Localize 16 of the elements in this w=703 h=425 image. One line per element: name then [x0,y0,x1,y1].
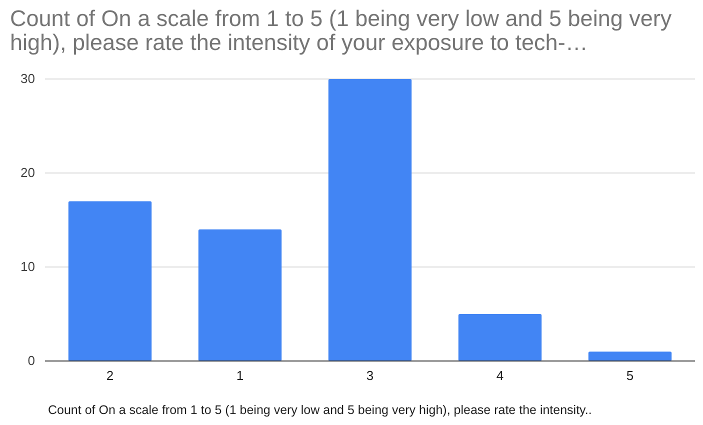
x-axis-title: Count of On a scale from 1 to 5 (1 being very low and 5 being very high), please rate the intensity.. [48,403,592,417]
y-tick-label: 10 [20,259,35,274]
y-tick-label: 20 [20,165,35,180]
bar [198,229,282,361]
chart-title: Count of On a scale from 1 to 5 (1 being very low and 5 being very high), please rate the intensity of your exposure to tech-… [10,6,672,55]
x-tick-label: 5 [626,368,634,384]
y-tick-label: 0 [28,353,35,368]
bar [458,314,542,361]
bar [68,201,152,361]
x-tick-label: 4 [496,368,504,384]
x-tick-label: 3 [366,368,374,384]
x-tick-label: 1 [236,368,244,384]
x-tick-label: 2 [106,368,114,384]
bar [588,352,672,361]
y-tick-label: 30 [20,71,35,86]
bar [328,79,412,361]
